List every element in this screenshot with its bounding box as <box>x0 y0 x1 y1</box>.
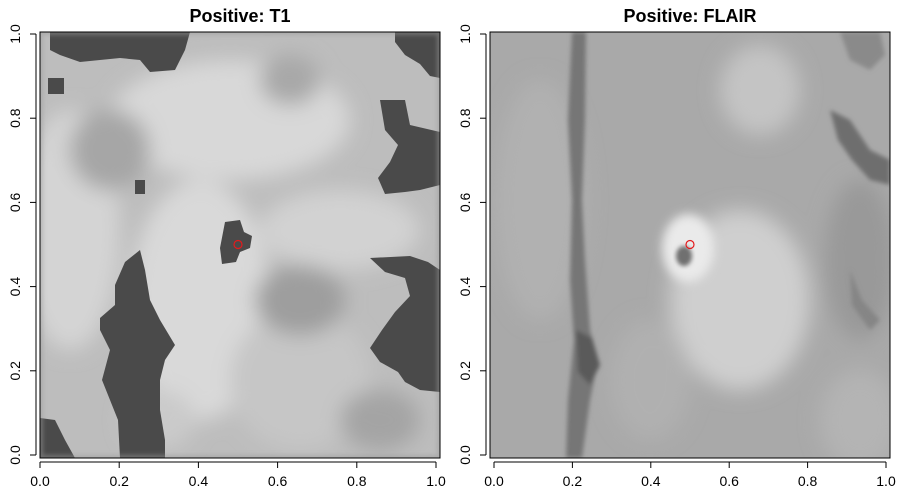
t1-x-tick-label: 0.2 <box>109 473 129 489</box>
t1-x-tick-label: 1.0 <box>426 473 446 489</box>
flair-y-tick-label: 0.0 <box>457 445 473 465</box>
flair-x-tick-label: 0.6 <box>719 473 739 489</box>
flair-y-tick-label: 0.8 <box>457 108 473 128</box>
t1-title: Positive: T1 <box>189 6 290 26</box>
t1-x-tick-label: 0.6 <box>268 473 288 489</box>
t1-y-tick-label: 0.8 <box>7 108 23 128</box>
t1-image <box>40 32 440 458</box>
t1-y-tick-label: 0.6 <box>7 192 23 212</box>
flair-y-tick-label: 0.2 <box>457 361 473 381</box>
t1-x-tick-label: 0.0 <box>30 473 50 489</box>
flair-x-tick-label: 0.0 <box>484 473 504 489</box>
t1-y-tick-label: 0.4 <box>7 277 23 297</box>
t1-panel: Positive: T1 <box>7 6 446 489</box>
t1-y-tick-label: 0.2 <box>7 361 23 381</box>
t1-x-tick-label: 0.8 <box>347 473 367 489</box>
flair-image <box>490 32 890 458</box>
t1-x-tick-label: 0.4 <box>189 473 209 489</box>
flair-x-tick-label: 1.0 <box>876 473 896 489</box>
flair-x-tick-label: 0.4 <box>641 473 661 489</box>
flair-x-axis: 0.0 0.2 0.4 0.6 0.8 1.0 <box>484 461 896 489</box>
flair-y-tick-label: 0.4 <box>457 277 473 297</box>
t1-y-axis: 0.0 0.2 0.4 0.6 0.8 1.0 <box>7 24 37 465</box>
flair-y-tick-label: 1.0 <box>457 24 473 44</box>
flair-x-tick-label: 0.2 <box>563 473 583 489</box>
flair-sulcus <box>566 32 600 458</box>
flair-y-tick-label: 0.6 <box>457 192 473 212</box>
flair-title: Positive: FLAIR <box>623 6 756 26</box>
flair-x-tick-label: 0.8 <box>798 473 818 489</box>
t1-y-tick-label: 0.0 <box>7 445 23 465</box>
flair-marker-point <box>685 239 695 250</box>
t1-x-axis: 0.0 0.2 0.4 0.6 0.8 1.0 <box>30 461 446 489</box>
t1-dark-regions <box>40 32 440 458</box>
t1-marker-point <box>233 239 243 250</box>
t1-y-tick-label: 1.0 <box>7 24 23 44</box>
flair-panel: Positive: FLAIR <box>457 6 896 489</box>
flair-y-axis: 0.0 0.2 0.4 0.6 0.8 1.0 <box>457 24 487 465</box>
